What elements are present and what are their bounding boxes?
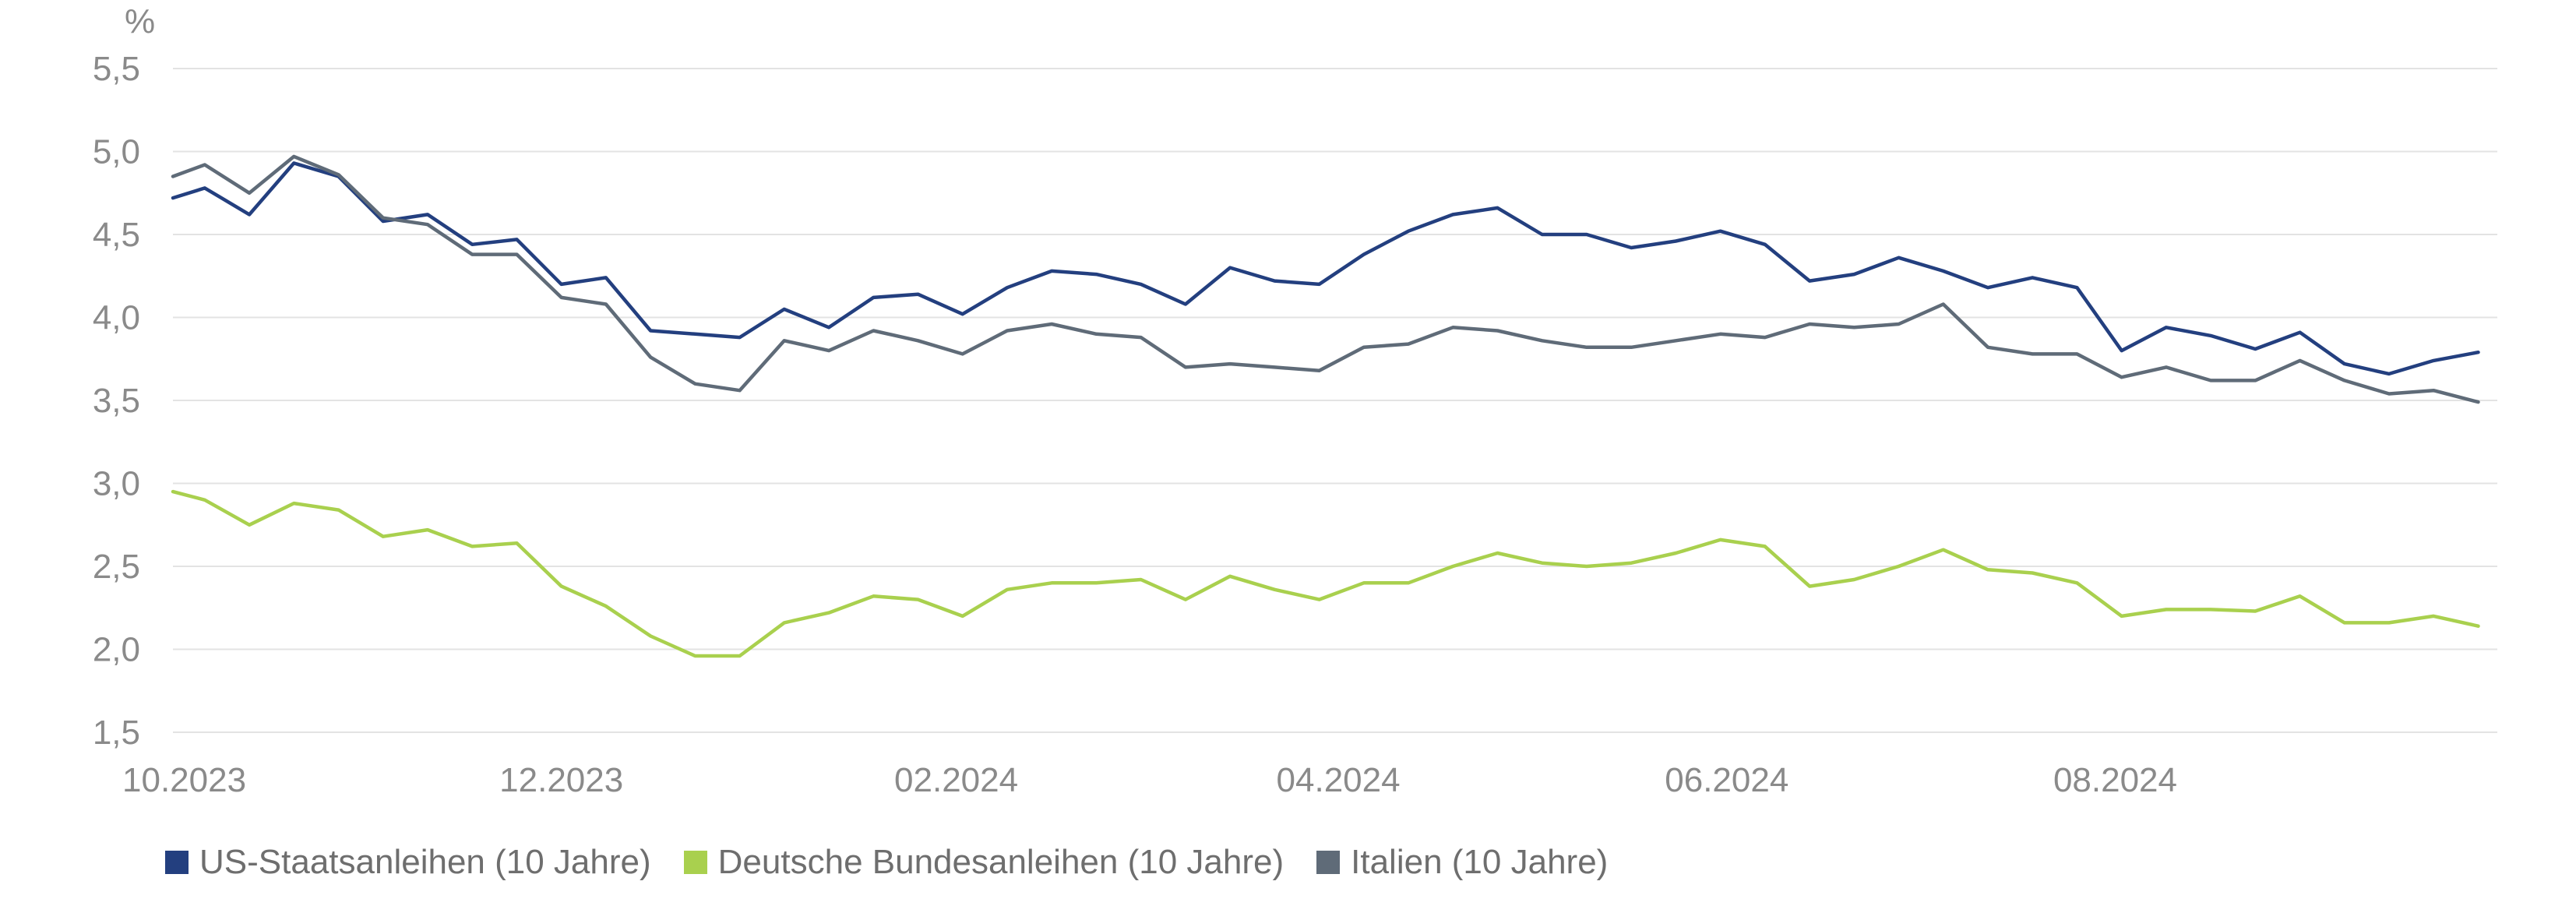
legend-swatch-germany [683,851,707,874]
y-tick-label: 2,5 [93,548,140,586]
series-lines [171,154,2480,658]
y-tick-label: 4,0 [93,299,140,337]
series-line-germany [171,489,2480,658]
x-tick-label: 02.2024 [894,761,1018,799]
y-tick-label: 4,5 [93,216,140,254]
y-axis-unit-label: % [125,2,155,41]
y-tick-label: 5,0 [93,133,140,171]
y-tick-label: 3,0 [93,465,140,503]
x-axis-ticks: 10.2023 12.2023 02.2024 04.2024 06.2024 08.20… [122,761,2177,799]
legend-item-italy: Italien (10 Jahre) [1316,843,1608,882]
x-tick-label: 12.2023 [499,761,623,799]
legend-label-germany: Deutsche Bundesanleihen (10 Jahre) [717,843,1284,881]
y-tick-label: 2,0 [93,631,140,669]
legend-label-us: US-Staatsanleihen (10 Jahre) [199,843,651,881]
x-tick-label: 04.2024 [1277,761,1401,799]
series-line-italy [171,154,2480,404]
legend-item-germany: Deutsche Bundesanleihen (10 Jahre) [683,843,1284,882]
legend-item-us: US-Staatsanleihen (10 Jahre) [165,843,651,882]
y-axis-ticks: 5,5 5,0 4,5 4,0 3,5 3,0 2,5 2,0 1,5 [93,50,140,752]
x-tick-label: 06.2024 [1665,761,1788,799]
legend-swatch-us [165,851,189,874]
y-tick-label: 3,5 [93,382,140,420]
legend-label-italy: Italien (10 Jahre) [1351,843,1609,881]
legend: US-Staatsanleihen (10 Jahre) Deutsche Bu… [165,843,1640,882]
y-tick-label: 5,5 [93,50,140,88]
series-line-us [171,161,2480,376]
grid-lines [173,68,2497,733]
x-tick-label: 08.2024 [2053,761,2177,799]
legend-swatch-italy [1316,851,1341,874]
x-tick-label: 10.2023 [122,761,246,799]
y-tick-label: 1,5 [93,714,140,752]
